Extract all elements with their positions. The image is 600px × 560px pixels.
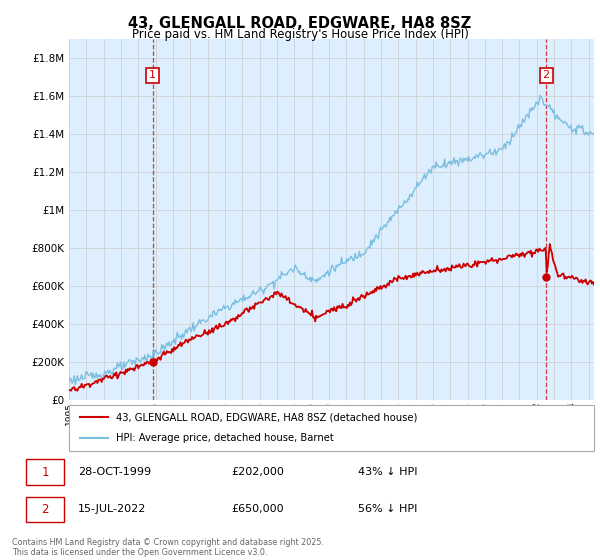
Text: 1: 1	[149, 71, 156, 80]
FancyBboxPatch shape	[26, 497, 64, 522]
Text: £650,000: £650,000	[231, 505, 284, 515]
Text: 43, GLENGALL ROAD, EDGWARE, HA8 8SZ (detached house): 43, GLENGALL ROAD, EDGWARE, HA8 8SZ (det…	[116, 412, 418, 422]
FancyBboxPatch shape	[26, 459, 64, 485]
Text: 43% ↓ HPI: 43% ↓ HPI	[358, 467, 417, 477]
Text: 43, GLENGALL ROAD, EDGWARE, HA8 8SZ: 43, GLENGALL ROAD, EDGWARE, HA8 8SZ	[128, 16, 472, 31]
Text: HPI: Average price, detached house, Barnet: HPI: Average price, detached house, Barn…	[116, 433, 334, 444]
Text: 2: 2	[542, 71, 550, 80]
Text: Price paid vs. HM Land Registry's House Price Index (HPI): Price paid vs. HM Land Registry's House …	[131, 28, 469, 41]
Text: 56% ↓ HPI: 56% ↓ HPI	[358, 505, 417, 515]
Text: 2: 2	[41, 503, 49, 516]
Text: £202,000: £202,000	[231, 467, 284, 477]
Text: 1: 1	[41, 465, 49, 479]
Text: 15-JUL-2022: 15-JUL-2022	[78, 505, 146, 515]
FancyBboxPatch shape	[69, 405, 594, 451]
Text: Contains HM Land Registry data © Crown copyright and database right 2025.
This d: Contains HM Land Registry data © Crown c…	[12, 538, 324, 557]
Text: 28-OCT-1999: 28-OCT-1999	[78, 467, 151, 477]
